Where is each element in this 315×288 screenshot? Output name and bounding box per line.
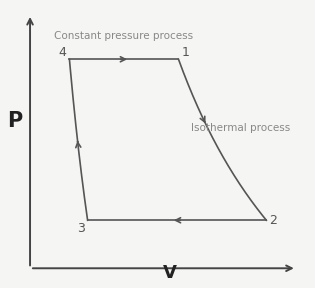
Text: P: P xyxy=(7,111,22,131)
Text: Constant pressure process: Constant pressure process xyxy=(54,31,193,41)
Text: Isothermal process: Isothermal process xyxy=(191,124,290,133)
Text: 1: 1 xyxy=(181,46,189,59)
Text: 2: 2 xyxy=(269,214,277,227)
Text: 3: 3 xyxy=(77,222,85,235)
Text: V: V xyxy=(163,264,176,283)
Text: 4: 4 xyxy=(59,46,67,59)
